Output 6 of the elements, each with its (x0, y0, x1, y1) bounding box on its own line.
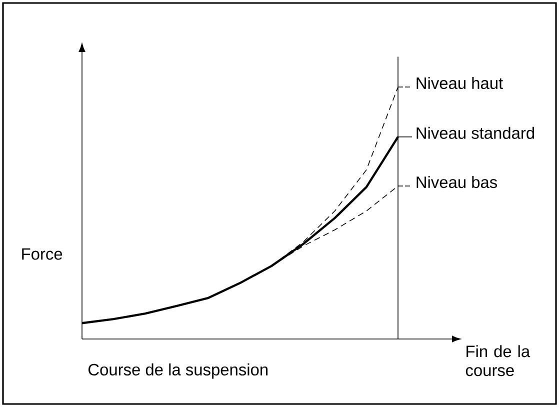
text: Fin de la course (466, 345, 530, 376)
legend-label: Niveau standard (416, 126, 534, 139)
y-axis-title: Force (22, 248, 62, 260)
legend-label: Niveau bas (416, 176, 498, 188)
legend-label: Niveau haut (416, 76, 503, 90)
x-axis-title: Course de la suspension (88, 363, 268, 379)
